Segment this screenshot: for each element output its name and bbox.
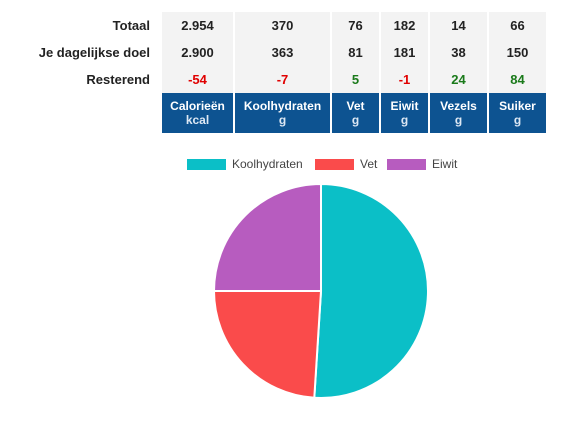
pie-slice-vet[interactable] — [212, 290, 323, 399]
row-label: Totaal — [10, 12, 160, 39]
legend-item-vet[interactable]: Vet — [315, 157, 378, 171]
legend-swatch — [387, 159, 426, 170]
row-label: Je dagelijkse doel — [10, 39, 160, 66]
totaal-fat: 76 — [332, 12, 379, 39]
column-unit: g — [278, 113, 287, 127]
totaal-calories: 2.954 — [162, 12, 233, 39]
column-name: Koolhydraten — [243, 99, 322, 113]
remaining-sugar: 84 — [489, 66, 546, 93]
column-name: Eiwit — [390, 99, 419, 113]
totaal-sugar: 66 — [489, 12, 546, 39]
column-name: Vezels — [440, 99, 477, 113]
chart-legend: Koolhydraten Vet Eiwit — [187, 157, 458, 171]
column-unit: g — [400, 113, 409, 127]
column-header-fiber: Vezels g — [430, 93, 487, 133]
column-header-calories: Calorieën kcal — [162, 93, 233, 133]
column-unit: g — [454, 113, 463, 127]
macronutrient-pie-chart: Koolhydraten Vet Eiwit — [187, 157, 458, 399]
row-label: Resterend — [10, 66, 160, 93]
column-name: Suiker — [499, 99, 536, 113]
goal-fiber: 38 — [430, 39, 487, 66]
remaining-protein: -1 — [381, 66, 428, 93]
column-name: Calorieën — [170, 99, 225, 113]
goal-fat: 81 — [332, 39, 379, 66]
column-header-carbs: Koolhydraten g — [235, 93, 330, 133]
column-unit: g — [351, 113, 360, 127]
totaal-fiber: 14 — [430, 12, 487, 39]
column-unit: g — [513, 113, 522, 127]
legend-label: Eiwit — [432, 157, 458, 171]
remaining-fiber: 24 — [430, 66, 487, 93]
pie-slices — [212, 182, 429, 399]
column-header-fat: Vet g — [332, 93, 379, 133]
pie-slice-eiwit[interactable] — [212, 182, 322, 292]
column-name: Vet — [346, 99, 365, 113]
pie-slice-koolhydraten[interactable] — [313, 182, 429, 399]
legend-label: Vet — [360, 157, 378, 171]
header-spacer — [10, 93, 160, 133]
column-header-row: Calorieën kcal Koolhydraten g Vet g Eiwit g … — [10, 93, 546, 133]
legend-label: Koolhydraten — [232, 157, 303, 171]
totaal-protein: 182 — [381, 12, 428, 39]
remaining-fat: 5 — [332, 66, 379, 93]
row-resterend: Resterend -54 -7 5 -1 24 84 — [10, 66, 546, 93]
legend-swatch — [187, 159, 226, 170]
legend-item-eiwit[interactable]: Eiwit — [387, 157, 458, 171]
row-totaal: Totaal 2.954 370 76 182 14 66 — [10, 12, 546, 39]
totaal-carbs: 370 — [235, 12, 330, 39]
goal-carbs: 363 — [235, 39, 330, 66]
remaining-carbs: -7 — [235, 66, 330, 93]
column-header-protein: Eiwit g — [381, 93, 428, 133]
legend-item-koolhydraten[interactable]: Koolhydraten — [187, 157, 303, 171]
column-header-sugar: Suiker g — [489, 93, 546, 133]
goal-calories: 2.900 — [162, 39, 233, 66]
remaining-calories: -54 — [162, 66, 233, 93]
nutrition-summary-table: Totaal 2.954 370 76 182 14 66 Je dagelij… — [8, 12, 548, 133]
legend-swatch — [315, 159, 354, 170]
column-unit: kcal — [185, 113, 210, 127]
goal-sugar: 150 — [489, 39, 546, 66]
row-dagelijkse-doel: Je dagelijkse doel 2.900 363 81 181 38 1… — [10, 39, 546, 66]
goal-protein: 181 — [381, 39, 428, 66]
